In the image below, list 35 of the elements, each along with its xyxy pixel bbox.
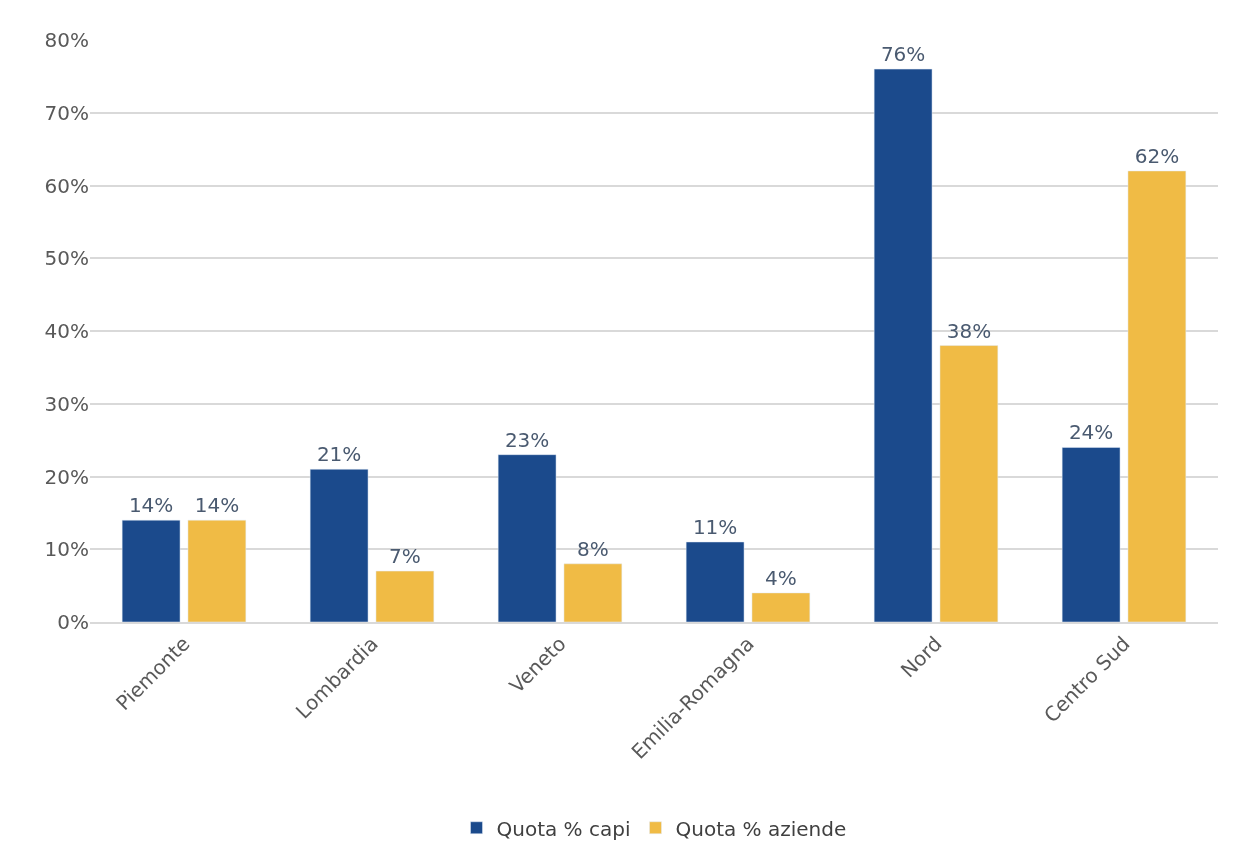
y-tick-label: 80% <box>44 28 89 52</box>
data-label: 24% <box>1068 420 1114 445</box>
bar <box>563 563 623 622</box>
data-label: 8% <box>577 536 609 561</box>
data-label: 4% <box>765 565 797 590</box>
y-tick-label: 20% <box>44 464 89 489</box>
bar <box>873 68 933 622</box>
legend-label: Quota % capi <box>496 816 631 841</box>
data-label: 62% <box>1134 143 1180 168</box>
data-label: 14% <box>128 493 174 518</box>
bar <box>685 541 745 622</box>
bar <box>1127 170 1187 622</box>
bar <box>939 345 999 622</box>
data-label: 23% <box>504 427 550 452</box>
y-tick-label: 40% <box>44 319 89 343</box>
data-label: 7% <box>389 544 421 569</box>
y-tick-label: 50% <box>44 246 89 271</box>
data-label: 11% <box>692 514 738 539</box>
data-label: 21% <box>316 442 362 467</box>
y-tick-label: 70% <box>44 100 89 125</box>
data-label: 76% <box>880 42 926 67</box>
bar <box>309 468 369 622</box>
bar <box>497 454 557 622</box>
y-tick-label: 60% <box>44 173 89 198</box>
bar <box>375 570 435 622</box>
bar <box>751 592 811 622</box>
data-label: 14% <box>194 493 240 518</box>
y-tick-label: 10% <box>44 537 89 562</box>
y-tick-label: 30% <box>44 391 89 416</box>
bar <box>1061 447 1121 622</box>
bar <box>121 519 181 622</box>
y-tick-label: 0% <box>57 610 89 634</box>
legend-label: Quota % aziende <box>675 816 847 841</box>
bar <box>187 519 247 622</box>
data-label: 38% <box>946 318 992 343</box>
